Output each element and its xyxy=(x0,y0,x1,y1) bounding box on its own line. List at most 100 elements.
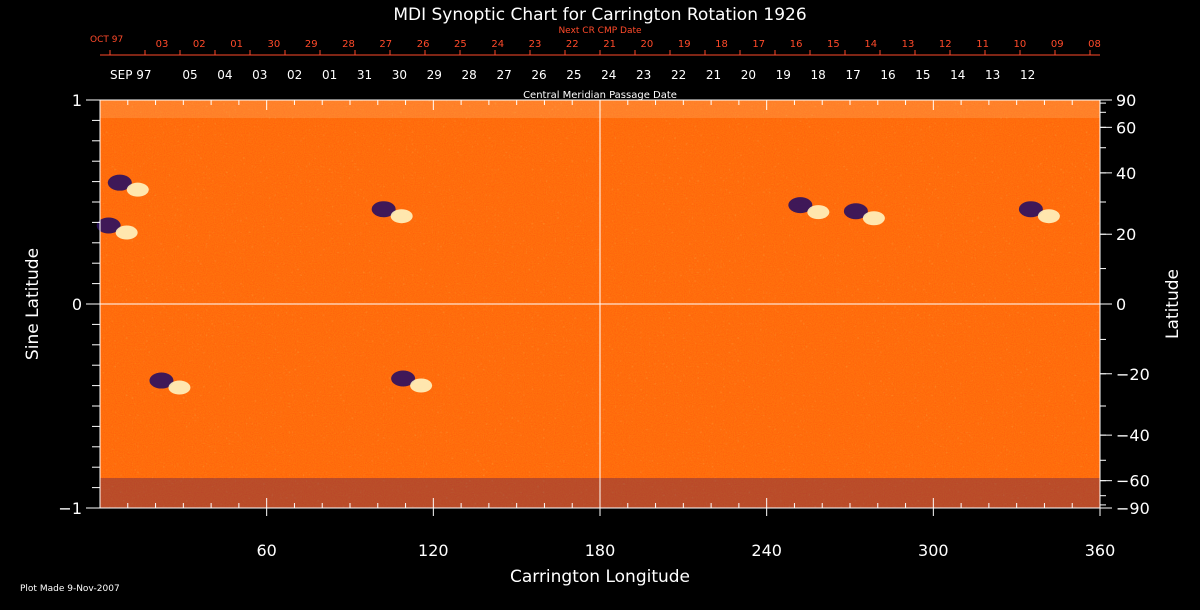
positive-polarity-spot xyxy=(168,380,191,395)
negative-polarity-spot xyxy=(391,370,416,387)
next-cmp-date-label: 02 xyxy=(193,39,206,50)
next-cmp-date-label: 26 xyxy=(417,39,430,50)
right-tick-label: −90 xyxy=(1116,499,1150,518)
cmp-date-label: 16 xyxy=(880,68,895,82)
next-cmp-date-label: 08 xyxy=(1088,39,1101,50)
next-cmp-date-label: 16 xyxy=(790,39,803,50)
cmp-date-label: 17 xyxy=(845,68,860,82)
positive-polarity-spot xyxy=(807,205,830,220)
cmp-date-label: 24 xyxy=(601,68,616,82)
cmp-date-label: 03 xyxy=(252,68,267,82)
footer-plot-date: Plot Made 9-Nov-2007 xyxy=(20,584,120,594)
next-cmp-date-label: 09 xyxy=(1051,39,1064,50)
next-cmp-date-label: 23 xyxy=(529,39,542,50)
next-cmp-date-label: 21 xyxy=(603,39,616,50)
x-tick-label: 120 xyxy=(418,541,449,560)
x-tick-label: 300 xyxy=(918,541,949,560)
x-tick-label: 180 xyxy=(585,541,616,560)
cmp-date-label: 19 xyxy=(776,68,791,82)
next-cmp-date-label: 14 xyxy=(864,39,877,50)
cmp-date-label: 15 xyxy=(915,68,930,82)
next-cmp-start-label: OCT 97 xyxy=(90,35,123,45)
next-cmp-axis-title: Next CR CMP Date xyxy=(558,26,642,36)
x-tick-label: 60 xyxy=(256,541,276,560)
cmp-date-label: 18 xyxy=(811,68,826,82)
chart-title: MDI Synoptic Chart for Carrington Rotati… xyxy=(393,5,806,25)
next-cmp-date-label: 17 xyxy=(752,39,765,50)
x-tick-label: 360 xyxy=(1085,541,1116,560)
negative-polarity-spot xyxy=(371,201,396,218)
cmp-date-label: 23 xyxy=(636,68,651,82)
right-tick-label: 0 xyxy=(1116,295,1126,314)
left-tick-label: 1 xyxy=(72,91,82,110)
right-tick-label: −60 xyxy=(1116,472,1150,491)
positive-polarity-spot xyxy=(1037,209,1060,224)
next-cmp-date-label: 01 xyxy=(230,39,243,50)
cmp-date-label: 25 xyxy=(566,68,581,82)
next-cmp-date-label: 11 xyxy=(976,39,989,50)
right-y-axis: 90 60 40 20 0 −20 −40 −60 −90 xyxy=(1100,91,1150,518)
right-tick-label: 40 xyxy=(1116,164,1136,183)
next-cmp-date-label: 25 xyxy=(454,39,467,50)
x-axis: 60 120 180 240 300 360 xyxy=(127,100,1116,560)
right-tick-label: −40 xyxy=(1116,426,1150,445)
right-tick-label: 20 xyxy=(1116,225,1136,244)
next-cmp-date-label: 10 xyxy=(1014,39,1027,50)
positive-polarity-spot xyxy=(390,209,413,224)
negative-polarity-spot xyxy=(107,174,132,191)
cmp-date-label: 26 xyxy=(531,68,546,82)
x-axis-label: Carrington Longitude xyxy=(510,567,690,587)
negative-polarity-spot xyxy=(96,217,121,234)
negative-polarity-spot xyxy=(1018,201,1043,218)
right-tick-label: 90 xyxy=(1116,91,1136,110)
next-cmp-date-label: 15 xyxy=(827,39,840,50)
cmp-date-label: 14 xyxy=(950,68,965,82)
positive-polarity-spot xyxy=(410,378,433,393)
next-cmp-date-label: 24 xyxy=(491,39,504,50)
left-tick-label: 0 xyxy=(72,295,82,314)
negative-polarity-spot xyxy=(149,372,174,389)
next-cmp-date-label: 19 xyxy=(678,39,691,50)
cmp-date-label: 21 xyxy=(706,68,721,82)
cmp-date-label: 20 xyxy=(741,68,756,82)
cmp-date-label: 01 xyxy=(322,68,337,82)
next-cmp-date-label: 29 xyxy=(305,39,318,50)
cmp-date-label: 12 xyxy=(1020,68,1035,82)
positive-polarity-spot xyxy=(862,211,885,226)
cmp-date-ticks: 05 04 03 02 01 31 30 29 28 27 26 25 24 23 22 21 20 19 18 17… xyxy=(182,68,1035,82)
right-tick-label: −20 xyxy=(1116,365,1150,384)
negative-polarity-spot xyxy=(843,203,868,220)
cmp-date-label: 31 xyxy=(357,68,372,82)
next-cmp-date-label: 12 xyxy=(939,39,952,50)
cmp-date-label: 05 xyxy=(182,68,197,82)
negative-polarity-spot xyxy=(788,197,813,214)
next-cmp-date-label: 18 xyxy=(715,39,728,50)
cmp-date-label: 13 xyxy=(985,68,1000,82)
x-tick-label: 240 xyxy=(751,541,782,560)
cmp-start-label: SEP 97 xyxy=(110,68,152,82)
next-cmp-date-label: 03 xyxy=(156,39,169,50)
next-cmp-date-label: 13 xyxy=(902,39,915,50)
cmp-date-label: 29 xyxy=(427,68,442,82)
cmp-date-label: 27 xyxy=(496,68,511,82)
y-axis-label-right: Latitude xyxy=(1163,269,1183,339)
cmp-date-label: 02 xyxy=(287,68,302,82)
next-cmp-date-label: 22 xyxy=(566,39,579,50)
y-axis-label-left: Sine Latitude xyxy=(23,248,43,360)
cmp-date-label: 04 xyxy=(217,68,232,82)
left-tick-label: −1 xyxy=(58,499,82,518)
positive-polarity-spot xyxy=(115,225,138,240)
left-y-axis: 1 0 −1 xyxy=(58,91,100,518)
cmp-axis-title: Central Meridian Passage Date xyxy=(523,90,677,101)
cmp-date-label: 28 xyxy=(462,68,477,82)
next-cmp-date-label: 20 xyxy=(641,39,654,50)
cmp-date-label: 22 xyxy=(671,68,686,82)
next-cmp-date-label: 30 xyxy=(268,39,281,50)
cmp-date-label: 30 xyxy=(392,68,407,82)
next-cmp-date-ticks: 03 02 01 30 29 28 27 26 25 24 23 22 21 20 19 18 17 16 15 14… xyxy=(109,39,1101,55)
next-cmp-date-label: 27 xyxy=(379,39,392,50)
right-tick-label: 60 xyxy=(1116,118,1136,137)
active-regions xyxy=(96,174,1060,395)
next-cmp-date-label: 28 xyxy=(342,39,355,50)
